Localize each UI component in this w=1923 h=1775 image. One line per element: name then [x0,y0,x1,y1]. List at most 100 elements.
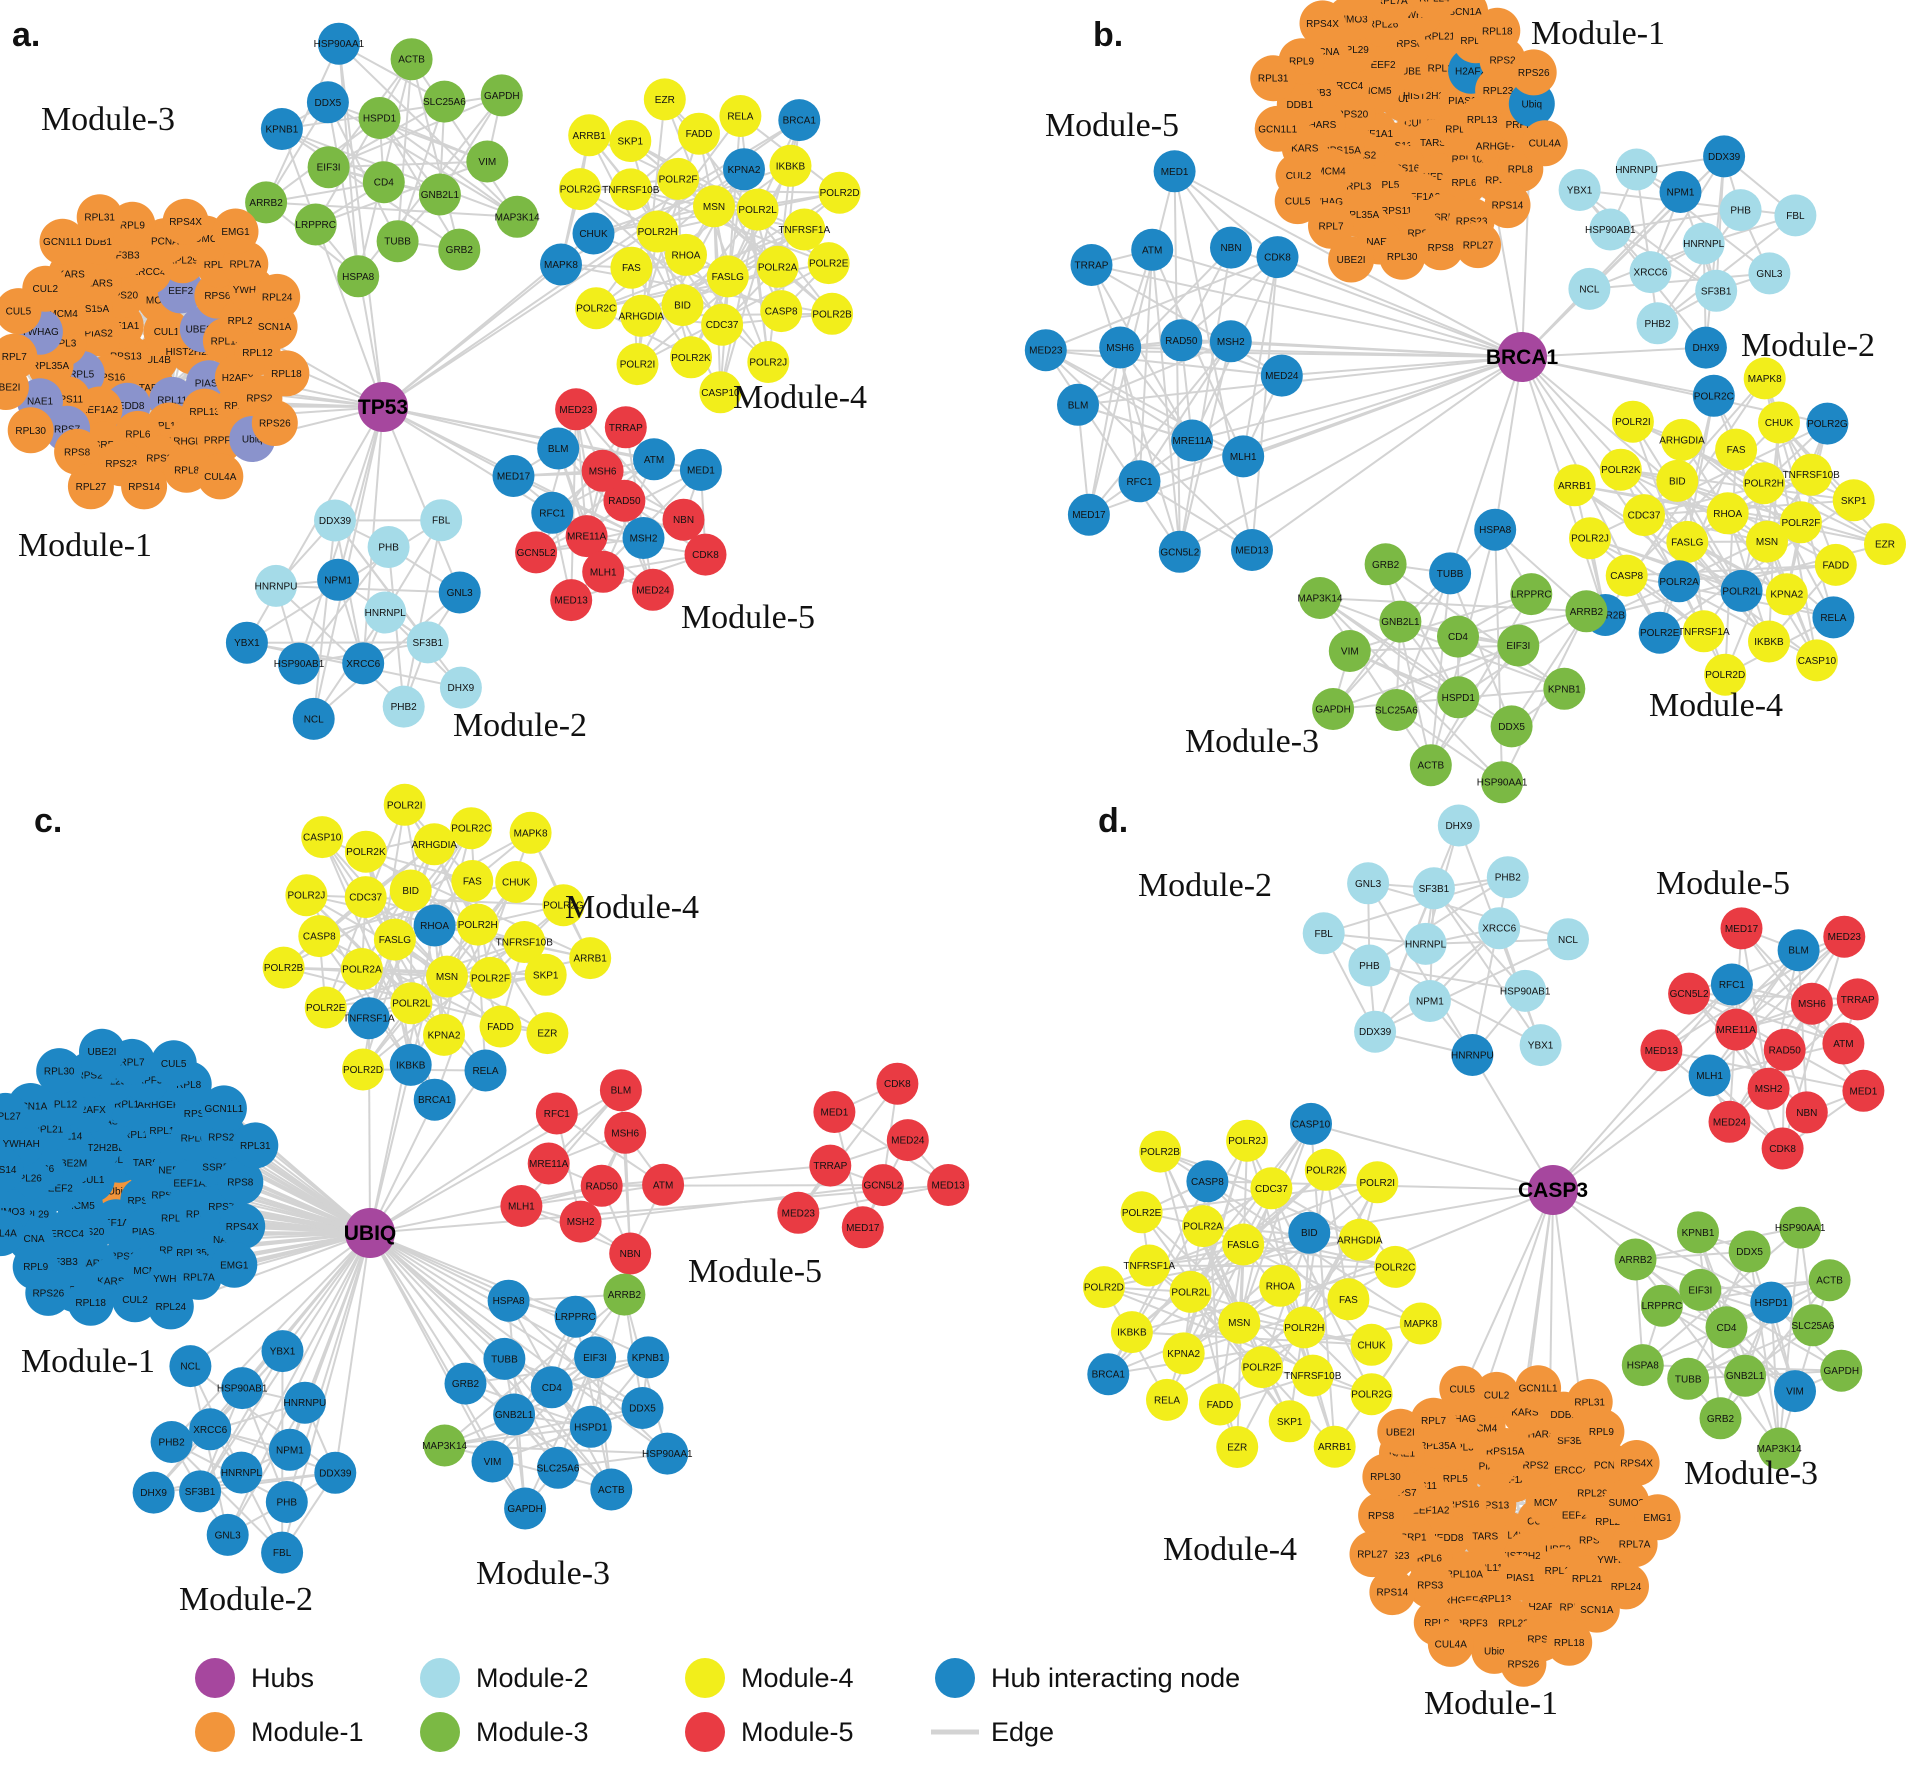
node-label-NBN: NBN [673,515,694,526]
node-label-RPS20: RPS20 [1337,109,1369,120]
hub-edge [337,406,384,581]
module-label-d-module5: Module-5 [1656,865,1790,902]
node-label-RPL5: RPL5 [69,369,94,380]
legend-label-module-1: Module-1 [251,1717,364,1747]
node-MRE11A [527,1142,570,1185]
node-ARRB1 [569,937,612,980]
node-label-TUBB: TUBB [1675,1374,1702,1385]
node-label-FAS: FAS [1339,1295,1358,1306]
node-label-SKP1: SKP1 [618,137,644,148]
node-label-FBL: FBL [432,516,451,527]
node-label-MCM4: MCM4 [1468,1423,1498,1434]
node-label-MED13: MED13 [932,1181,966,1192]
node-label-RPL18: RPL18 [271,369,302,380]
node-HNRNPU [283,1381,326,1424]
node-label-PIAS2: PIAS2 [85,329,114,340]
edge [265,43,340,203]
node-RPL24 [254,273,301,320]
legend: Hubs Module-1 Module-2 Module-3 Module-4 Modu… [195,1658,1240,1752]
node-FAS [610,246,653,289]
node-HSP90AA1 [1481,761,1524,804]
node-label-NCL: NCL [180,1362,200,1373]
node-RPL7A [1368,0,1415,24]
node-ARHGDIA [413,823,456,866]
node-label-RPS3: RPS3 [184,1109,211,1120]
edge [1367,882,1569,941]
node-UBE2I [0,364,29,410]
node-label-TNFRSF1A: TNFRSF1A [778,225,830,236]
node-POLR2F [469,956,512,999]
node-label-NPM1: NPM1 [1416,997,1444,1008]
module-label-c-module3: Module-3 [476,1555,610,1592]
node-POLR2F [1779,501,1822,544]
node-label-GAPDH: GAPDH [507,1504,543,1515]
edge [1395,709,1503,784]
node-label-RPL30: RPL30 [15,426,46,437]
node-label-MLH1: MLH1 [1230,452,1257,463]
node-label-ARHGDIA: ARHGDIA [412,840,458,851]
edge [1708,936,1846,1077]
node-POLR2C [575,287,618,330]
edge [1319,597,1432,766]
node-label-BRCA1: BRCA1 [783,116,817,127]
node-label-EEF2: EEF2 [168,286,193,297]
panel-b-nodes: RAD50 MRE11A MSH6 MSH2 RFC1 ATM MLH1 BLM NBN GCN5… [1024,0,1906,804]
node-label-RPL5: RPL5 [1374,180,1399,191]
node-label-YBX1: YBX1 [270,1347,296,1358]
node-label-PHB2: PHB2 [1644,319,1671,330]
node-label-RPL26: RPL26 [204,260,235,271]
node-TNFRSF1A [1128,1244,1171,1287]
hub-edge [334,1232,371,1473]
node-label-RELA: RELA [1820,613,1846,624]
edge [1319,597,1459,699]
node-label-HARS: HARS [1528,1429,1556,1440]
node-MED17 [1067,493,1110,536]
node-CUL5 [150,1040,197,1087]
edge [491,1356,596,1463]
module-label-b-module3: Module-3 [1185,723,1319,760]
node-DDX5 [1728,1230,1771,1273]
node-label-ATM: ATM [644,455,664,466]
node-label-MLH1: MLH1 [1696,1071,1723,1082]
node-label-POLR2D: POLR2D [820,188,860,199]
node-BLM [537,427,580,470]
node-PHB [265,1481,308,1523]
node-POLR2J [285,874,328,917]
node-label-RPL9: RPL9 [23,1262,48,1273]
node-CDK8 [876,1062,919,1105]
node-CD4 [1437,615,1479,658]
node-label-SCN1A: SCN1A [1448,7,1482,18]
node-POLR2L [736,188,779,231]
node-label-MAPK8: MAPK8 [1404,1319,1438,1330]
node-EMG1 [211,1241,258,1288]
edge [1090,264,1193,441]
node-XRCC6 [1478,907,1521,950]
node-EZR [1864,523,1906,566]
node-ARRB2 [1614,1238,1657,1281]
node-label-MED1: MED1 [821,1108,849,1119]
node-POLR2H [636,210,679,253]
legend-label-hub-interacting-node: Hub interacting node [991,1663,1240,1693]
node-label-HARS: HARS [79,1258,107,1269]
node-label-RPL30: RPL30 [1387,252,1418,263]
panel-d-nodes: HNRNPL XRCC6 NPM1 SF3B1 HSP90AB1 PHB PHB2 HNRNP… [1082,804,1885,1687]
node-label-RPS26: RPS26 [1518,68,1550,79]
node-label-ARRB2: ARRB2 [608,1290,642,1301]
node-label-RPL21: RPL21 [1425,32,1456,43]
edge [1589,272,1770,290]
node-label-ARRB2: ARRB2 [249,198,283,209]
node-label-RPS16: RPS16 [94,373,126,384]
module-label-a-module2: Module-2 [453,707,587,744]
node-label-IKBKB: IKBKB [1117,1328,1147,1339]
module-label-b-module4: Module-4 [1649,687,1783,724]
node-label-ACTB: ACTB [398,55,425,66]
node-label-RPL24: RPL24 [1611,1582,1642,1593]
hub-edge [189,1232,371,1367]
node-label-Ubiq: Ubiq [1484,1646,1505,1657]
panel-a-nodes: CD4 HSPD1 GNB2L1 EIF3I SLC25A6 TUBB DDX5 VIM LRP… [0,22,861,740]
node-HSPD1 [358,97,401,139]
node-HSPA8 [337,255,380,298]
node-label-RPL7: RPL7 [2,352,27,363]
node-label-DDX39: DDX39 [319,516,352,527]
node-PHB [1348,944,1391,987]
